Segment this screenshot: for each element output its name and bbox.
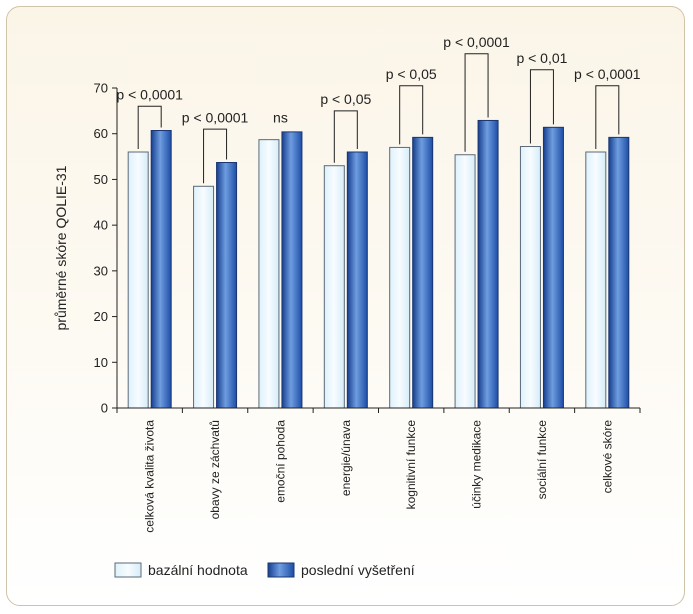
bar-last-2 [281, 131, 303, 409]
y-tick-label: 60 [94, 126, 108, 141]
bar-baseline-0 [127, 151, 149, 409]
x-tick-label: energie/únava [339, 420, 353, 496]
x-tick-label: účinky medikace [470, 420, 484, 509]
axes-layer: celková kvalita života obavy ze záchvatů e… [94, 81, 641, 533]
bar-last-5 [477, 119, 499, 409]
bar-last-4 [412, 136, 434, 409]
legend-label: bazální hodnota [148, 562, 248, 578]
p-value-label: p < 0,0001 [116, 86, 183, 102]
y-tick-label: 70 [94, 81, 108, 96]
x-tick-label: celkové skóre [600, 420, 614, 494]
y-tick-label: 50 [94, 172, 108, 187]
p-value-label: p < 0,0001 [443, 34, 510, 50]
bars-layer [127, 119, 630, 409]
x-tick-label: sociální funkce [535, 420, 549, 500]
legend-swatch-baseline [114, 562, 142, 578]
bar-last-0 [150, 130, 172, 409]
significance-annotations: p < 0,0001 p < 0,0001 ns p < 0,05 p < 0,05 p … [116, 34, 641, 184]
p-value-label: p < 0,0001 [574, 66, 641, 82]
bar-baseline-1 [193, 185, 215, 409]
y-tick-label: 30 [94, 263, 108, 278]
p-value-label: ns [273, 109, 288, 125]
bar-baseline-6 [519, 146, 541, 409]
x-tick-label: celková kvalita života [143, 420, 157, 533]
chart-frame [6, 6, 685, 606]
legend-swatch-last [267, 562, 295, 578]
significance-bracket [529, 69, 554, 144]
x-tick-label: emoční pohoda [273, 420, 287, 503]
significance-bracket [464, 53, 489, 152]
bar-last-3 [346, 151, 368, 409]
bar-baseline-7 [585, 151, 607, 409]
y-tick-label: 0 [101, 401, 108, 416]
p-value-label: p < 0,01 [516, 50, 567, 66]
bar-baseline-4 [389, 146, 411, 409]
significance-bracket [333, 110, 358, 163]
bar-baseline-2 [258, 139, 280, 409]
bar-last-1 [216, 162, 238, 409]
bar-last-6 [542, 126, 564, 409]
x-tick-label: kognitivní funkce [404, 420, 418, 510]
x-tick-label: obavy ze záchvatů [208, 420, 222, 519]
bar-baseline-3 [323, 165, 345, 409]
p-value-label: p < 0,0001 [182, 109, 249, 125]
p-value-label: p < 0,05 [386, 66, 437, 82]
significance-bracket [399, 85, 424, 145]
bar-last-7 [608, 136, 630, 409]
y-tick-label: 40 [94, 218, 108, 233]
significance-bracket [595, 85, 620, 149]
y-tick-label: 20 [94, 309, 108, 324]
significance-bracket [137, 105, 162, 149]
y-axis-label: průměrné skóre QOLIE-31 [53, 165, 69, 330]
significance-bracket [203, 128, 228, 184]
bar-baseline-5 [454, 154, 476, 409]
legend: bazální hodnota poslední vyšetření [114, 562, 415, 578]
p-value-label: p < 0,05 [320, 91, 371, 107]
legend-label: poslední vyšetření [301, 562, 415, 578]
y-tick-label: 10 [94, 355, 108, 370]
